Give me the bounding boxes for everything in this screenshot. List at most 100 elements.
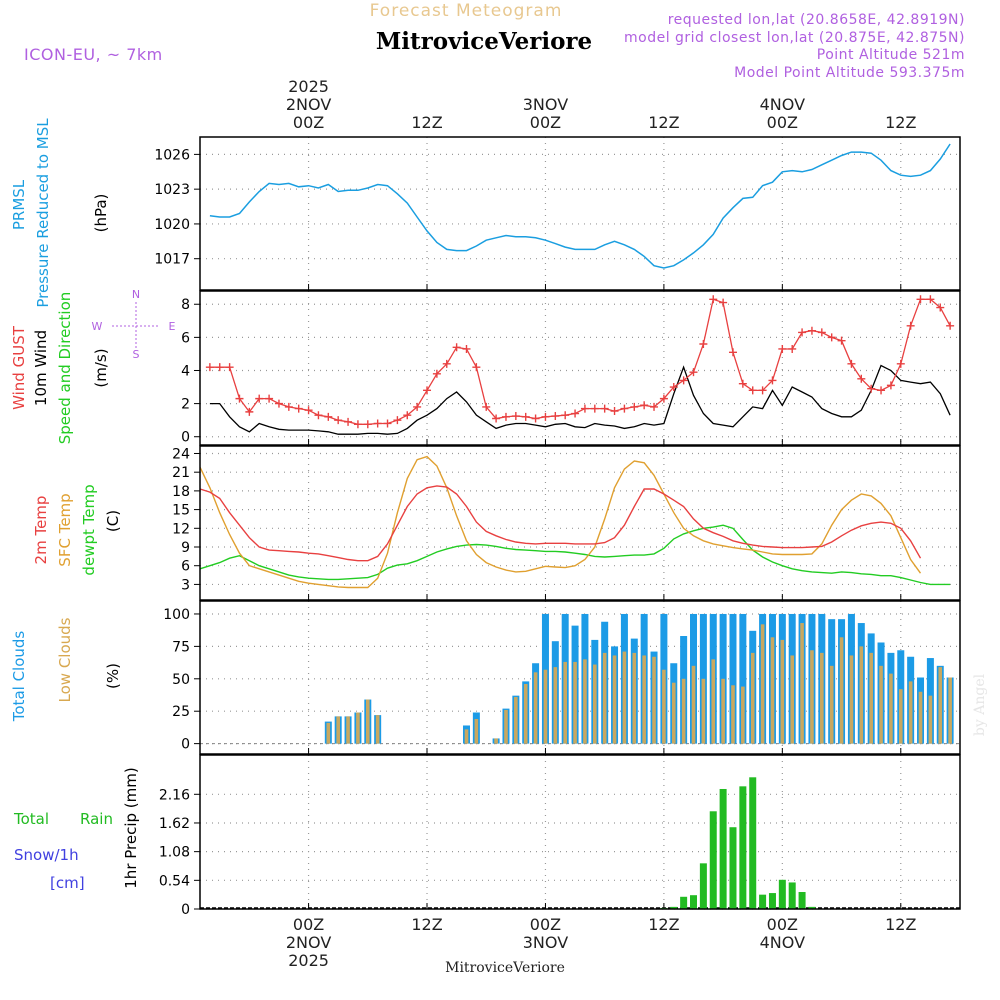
low-cloud-bar [504, 709, 508, 744]
wind-gust-point [807, 326, 816, 335]
compass-e-label: E [169, 320, 176, 333]
low-cloud-bar [849, 655, 854, 744]
wind-gust-point [906, 321, 915, 330]
rain-label: Rain [80, 810, 113, 828]
wind-gust-point [827, 333, 836, 342]
plot-area: 1017102010231026024683691215182124025507… [154, 77, 961, 970]
y-tick-label: 0 [181, 737, 190, 753]
credit-watermark: by Angel [972, 673, 988, 736]
wind-gust-point [501, 412, 510, 421]
top-date-label: 12Z [648, 113, 679, 132]
dewpt-temp-label: dewpt Temp [80, 484, 98, 575]
precip-bar [759, 894, 767, 909]
wind-speed-line [209, 364, 951, 435]
wind-gust-point [748, 386, 757, 395]
wind-gust-point [768, 376, 777, 385]
wind-gust-point [847, 359, 856, 368]
model-altitude: Model Point Altitude 593.375m [734, 65, 965, 81]
wind-gust-point [373, 419, 382, 428]
precip-bar [709, 811, 717, 909]
panel-frame [199, 136, 961, 291]
10m-wind-label: 10m Wind [32, 330, 50, 406]
bottom-date-label: 2NOV [286, 933, 331, 952]
low-cloud-bar [859, 646, 864, 744]
y-tick-label: 25 [172, 704, 190, 720]
wind-gust-point [255, 394, 264, 403]
wind-gust-point [837, 336, 846, 345]
top-date-label: 00Z [293, 113, 324, 132]
low-cloud-bar [593, 664, 597, 744]
low-cloud-bar [898, 689, 903, 744]
low-cloud-bar [889, 673, 893, 744]
wind-gust-point [719, 298, 728, 307]
point-altitude: Point Altitude 521m [817, 47, 965, 63]
wind-gust-point [284, 402, 293, 411]
y-tick-label: 8 [181, 297, 190, 313]
y-tick-label: 21 [172, 465, 190, 481]
y-tick-label: 2.16 [159, 787, 190, 803]
low-cloud-bar [691, 665, 696, 744]
y-tick-label: 75 [172, 639, 190, 655]
wind-labels: Wind GUST 10m Wind Speed and Direction (… [10, 292, 110, 445]
precip-bar [768, 893, 776, 909]
wind-gust-point [620, 404, 629, 413]
wind-gust-point [758, 386, 767, 395]
low-cloud-bar [908, 681, 913, 744]
wind-gust-point [314, 411, 323, 420]
wind-gust-line [209, 298, 951, 425]
bottom-date-label: 00Z [530, 915, 561, 934]
low-cloud-bar [346, 716, 350, 744]
precip-bar [798, 892, 806, 909]
low-cloud-bar [553, 667, 558, 744]
y-tick-label: 4 [181, 363, 190, 379]
wind-gust-point [679, 376, 688, 385]
low-cloud-bar [583, 659, 587, 744]
low-cloud-bar [731, 685, 735, 744]
low-cloud-bar [573, 661, 577, 744]
compass-n-label: N [132, 288, 140, 301]
low-cloud-bar [879, 665, 883, 744]
speed-direction-label: Speed and Direction [56, 292, 74, 445]
precip-bar [808, 906, 816, 909]
low-cloud-bar [869, 652, 873, 744]
sfc-temp-line [199, 455, 922, 589]
low-cloud-bar [356, 712, 360, 744]
total-cloud-bar [729, 613, 737, 744]
panel-frame [199, 754, 961, 910]
pct-unit-label: (%) [104, 663, 122, 689]
wind-gust-point [294, 404, 303, 413]
wind-gust-point [432, 369, 441, 378]
y-tick-label: 15 [172, 503, 190, 519]
top-date-label: 12Z [885, 113, 916, 132]
wind-gust-point [482, 402, 491, 411]
bottom-date-label: 00Z [293, 915, 324, 934]
bottom-date-label: 12Z [411, 915, 442, 934]
wind-gust-point [798, 328, 807, 337]
wind-gust-point [669, 383, 678, 392]
prmsl-label: PRMSL [10, 179, 28, 230]
precip-bar [788, 882, 796, 909]
wind-gust-point [728, 348, 737, 357]
total-cloud-bar [739, 613, 747, 744]
low-cloud-bar [474, 718, 479, 744]
wind-gust-point [353, 420, 362, 429]
wind-gust-point [867, 384, 876, 393]
precip-bar [778, 879, 786, 909]
temp-labels: 2m Temp SFC Temp dewpt Temp (C) [32, 484, 122, 575]
closest-coords: model grid closest lon,lat (20.875E, 42.… [624, 30, 965, 46]
y-tick-label: 1.08 [159, 845, 190, 861]
wind-gust-point [521, 412, 530, 421]
low-cloud-bar [918, 691, 923, 744]
y-tick-label: 0 [181, 430, 190, 446]
wind-gust-point [363, 420, 372, 429]
y-tick-label: 12 [172, 521, 190, 537]
low-cloud-bar [948, 677, 952, 744]
compass-arrows-icon [112, 302, 160, 348]
wind-gust-point [640, 401, 649, 410]
bottom-date-label: 12Z [648, 915, 679, 934]
wind-gust-point [452, 343, 461, 352]
dewpt-line [199, 524, 951, 586]
low-cloud-bar [514, 696, 518, 744]
low-cloud-bar [662, 669, 666, 744]
y-tick-label: 24 [172, 446, 190, 462]
